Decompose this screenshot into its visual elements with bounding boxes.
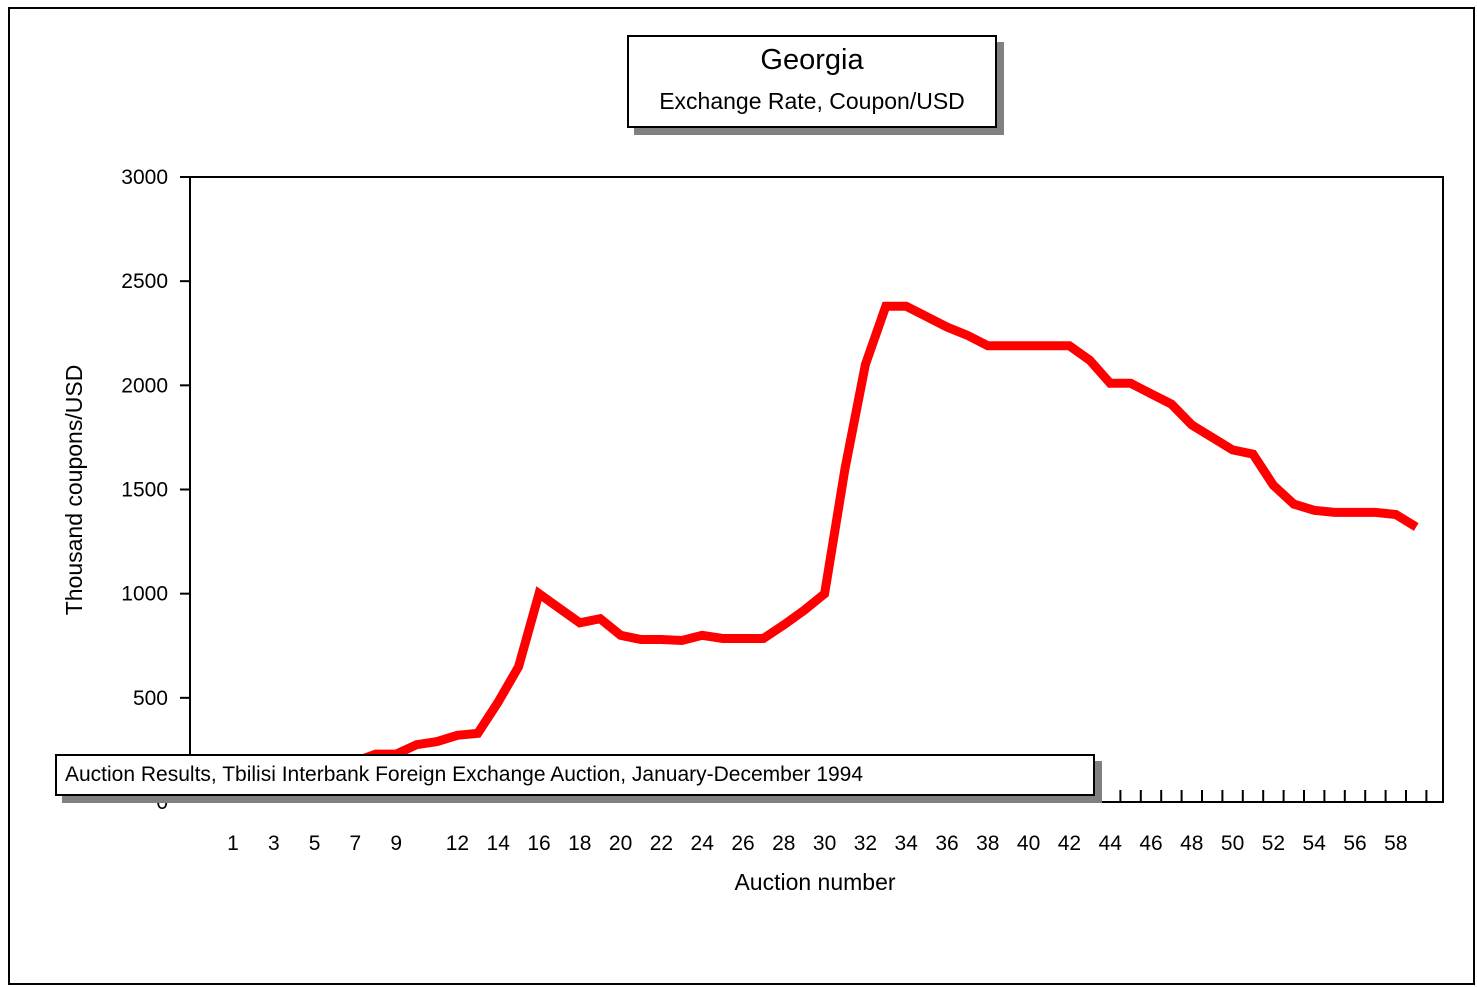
x-tick-label: 36 [935, 832, 958, 855]
x-tick-label: 30 [813, 832, 836, 855]
x-tick-label: 38 [976, 832, 999, 855]
x-tick-label: 7 [350, 832, 362, 855]
x-tick-label: 42 [1058, 832, 1081, 855]
y-tick-label: 2500 [121, 270, 168, 293]
chart-subtitle: Exchange Rate, Coupon/USD [659, 88, 965, 114]
chart-frame [8, 7, 1475, 985]
x-tick-label: 26 [731, 832, 754, 855]
x-tick-label: 54 [1303, 832, 1327, 855]
x-tick-label: 20 [609, 832, 632, 855]
x-tick-label: 58 [1384, 832, 1407, 855]
x-tick-label: 28 [772, 832, 795, 855]
x-tick-label: 16 [527, 832, 550, 855]
x-tick-label: 40 [1017, 832, 1040, 855]
x-tick-label: 56 [1343, 832, 1366, 855]
x-tick-label: 48 [1180, 832, 1203, 855]
x-tick-label: 5 [309, 832, 321, 855]
x-tick-label: 44 [1099, 832, 1123, 855]
x-tick-label: 3 [268, 832, 280, 855]
source-note: Auction Results, Tbilisi Interbank Forei… [55, 754, 1095, 796]
chart-title-box: Georgia Exchange Rate, Coupon/USD [627, 35, 997, 128]
x-tick-label: 50 [1221, 832, 1244, 855]
x-tick-label: 24 [691, 832, 715, 855]
y-tick-label: 2000 [121, 374, 168, 397]
plot-area-border [189, 176, 1444, 803]
y-tick-label: 1500 [121, 479, 168, 502]
y-tick-label: 500 [133, 687, 168, 710]
x-tick-label: 52 [1262, 832, 1285, 855]
x-tick-label: 32 [854, 832, 877, 855]
x-tick-label: 22 [650, 832, 673, 855]
x-tick-label: 46 [1139, 832, 1162, 855]
series-line-1 [233, 301, 1419, 782]
x-tick-label: 14 [487, 832, 511, 855]
y-axis-title: Thousand coupons/USD [61, 365, 87, 616]
y-tick-label: 0 [156, 791, 168, 814]
x-axis-title: Auction number [734, 869, 895, 895]
y-tick-label: 1000 [121, 583, 168, 606]
y-tick-label: 3000 [121, 166, 168, 189]
x-tick-label: 18 [568, 832, 591, 855]
chart-title: Georgia [760, 44, 864, 76]
x-tick-label: 1 [227, 832, 239, 855]
x-tick-label: 34 [895, 832, 919, 855]
x-tick-label: 9 [390, 832, 402, 855]
x-tick-label: 12 [446, 832, 469, 855]
